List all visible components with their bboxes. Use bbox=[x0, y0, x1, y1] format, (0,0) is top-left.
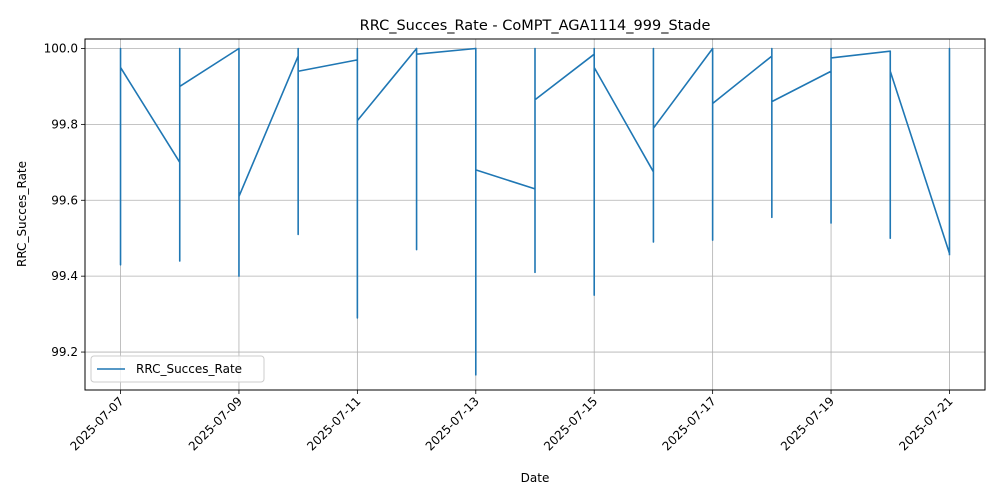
legend-box bbox=[90, 355, 265, 383]
legend-entry-label: RRC_Succes_Rate bbox=[136, 362, 242, 376]
y-axis-label: RRC_Succes_Rate bbox=[15, 161, 29, 267]
series-layer bbox=[119, 47, 951, 376]
y-tick-label: 99.6 bbox=[51, 193, 78, 207]
x-axis-label: Date bbox=[521, 471, 550, 485]
y-axis: 99.2 99.4 99.6 99.8 100.0 bbox=[44, 41, 85, 359]
series-line bbox=[119, 47, 951, 376]
y-tick-label: 99.4 bbox=[51, 269, 78, 283]
y-tick-label: 99.2 bbox=[51, 345, 78, 359]
legend: RRC_Succes_Rate bbox=[90, 355, 265, 383]
plot-frame bbox=[84, 38, 986, 391]
chart-title: RRC_Succes_Rate - CoMPT_AGA1114_999_Stad… bbox=[360, 18, 711, 34]
y-tick-label: 99.8 bbox=[51, 117, 78, 131]
y-tick-label: 100.0 bbox=[44, 41, 78, 55]
